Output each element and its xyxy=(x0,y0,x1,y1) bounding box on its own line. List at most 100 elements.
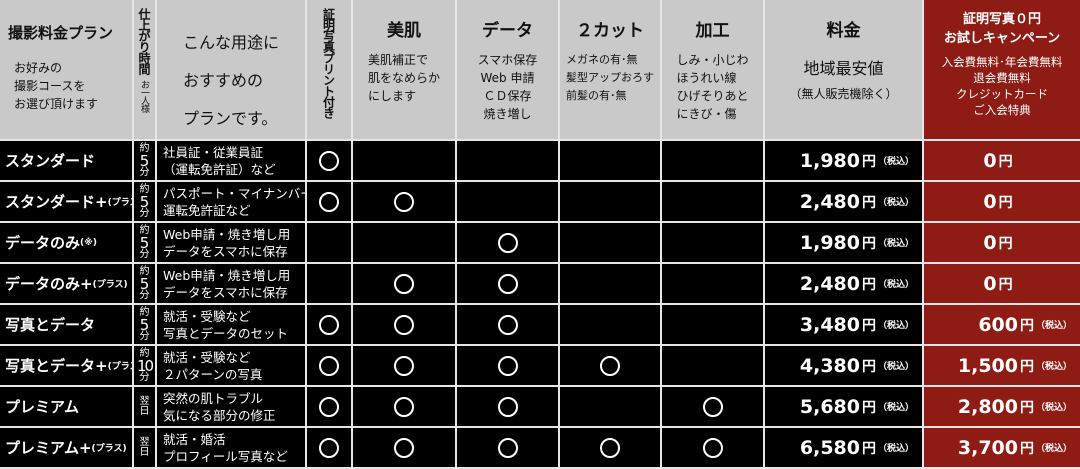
cell-twocut xyxy=(560,346,660,385)
circle-mark-icon xyxy=(497,437,518,458)
time-post: 分 xyxy=(139,166,150,178)
yen-label: 円 xyxy=(998,194,1013,211)
cell-kakou xyxy=(662,182,763,221)
price: 2,480 円（税込） xyxy=(765,182,922,221)
header-campaign-sub: 退会費無料 xyxy=(973,71,1031,85)
time-post: 分 xyxy=(139,248,150,260)
circle-mark-icon xyxy=(702,396,723,417)
campaign-value: 1,500 xyxy=(957,354,1018,377)
header-plan-sub: お選び頂けます xyxy=(14,97,99,111)
time-pre: 約 xyxy=(139,265,150,277)
cell-print xyxy=(307,182,351,221)
header-data-title: データ xyxy=(482,21,533,41)
price: 1,980 円（税込） xyxy=(765,141,922,180)
cell-bihada xyxy=(353,428,455,467)
yen-label: 円 xyxy=(1019,399,1034,416)
campaign-price: 600 円（税込） xyxy=(924,305,1080,344)
circle-mark-icon xyxy=(600,437,620,458)
header-campaign-sub: 入会費無料･年会費無料 xyxy=(941,55,1063,69)
cell-twocut xyxy=(560,428,660,467)
header-data-sub: 焼き増し xyxy=(483,107,532,121)
price-value: 4,380 xyxy=(799,354,860,377)
time-pre: 翌 xyxy=(139,436,150,448)
cell-data xyxy=(457,428,558,467)
plan-name: スタンダード xyxy=(0,141,132,180)
price-value: 6,580 xyxy=(799,436,860,459)
header-data-sub: ＣＤ保存 xyxy=(483,89,532,103)
campaign-value: 0 xyxy=(983,231,997,254)
plan-name: 写真とデータ+(プラス) xyxy=(0,346,132,385)
plan-label: プレミアム+ xyxy=(5,439,92,457)
finish-time: 翌日 xyxy=(134,387,155,426)
header-plan-sub: 撮影コースを xyxy=(14,79,86,93)
header-campaign: 証明写真０円 お試しキャンペーン 入会費無料･年会費無料 退会費無料 クレジットカー… xyxy=(924,0,1080,139)
header-use: こんな用途に おすすめの プランです。 xyxy=(157,0,305,139)
cell-twocut xyxy=(560,305,660,344)
use-description: 就活・婚活 プロフィール写真など xyxy=(157,428,305,467)
time-value: 10 xyxy=(136,356,154,375)
header-kakou-title: 加工 xyxy=(695,21,730,41)
price: 1,980 円（税込） xyxy=(765,223,922,262)
plan-suffix: (プラス) xyxy=(107,198,132,208)
use-description: 社員証・従業員証 （運転免許証）など xyxy=(157,141,305,180)
yen-label: 円 xyxy=(1019,440,1034,457)
cell-bihada xyxy=(353,264,455,303)
circle-mark-icon xyxy=(319,314,339,335)
price: 4,380 円（税込） xyxy=(765,346,922,385)
time-post: 分 xyxy=(139,330,150,342)
tax-label: （税込） xyxy=(877,403,914,413)
tax-label: （税込） xyxy=(877,280,914,290)
cell-twocut xyxy=(560,387,660,426)
cell-print xyxy=(307,264,351,303)
price-value: 5,680 xyxy=(799,395,860,418)
plan-name: データのみ+ (プラス) xyxy=(0,264,132,303)
time-pre: 約 xyxy=(139,306,150,318)
header-price-title: 料金 xyxy=(826,21,861,41)
header-data-sub: スマホ保存 xyxy=(477,53,538,67)
circle-mark-icon xyxy=(319,396,339,417)
circle-mark-icon xyxy=(600,355,620,376)
cell-print xyxy=(307,305,351,344)
header-plan: 撮影料金プラン お好みの 撮影コースを お選び頂けます xyxy=(0,0,132,139)
time-pre: 約 xyxy=(139,224,150,236)
plan-suffix: (プラス) xyxy=(91,444,127,454)
plan-label: スタンダード xyxy=(5,152,96,170)
cell-twocut xyxy=(560,264,660,303)
price: 2,480 円（税込） xyxy=(765,264,922,303)
tax-label: （税込） xyxy=(877,444,914,454)
plan-name: 写真とデータ xyxy=(0,305,132,344)
header-bihada-sub: にします xyxy=(367,89,416,103)
circle-mark-icon xyxy=(497,314,518,335)
cell-kakou xyxy=(662,387,763,426)
yen-label: 円 xyxy=(1019,317,1034,334)
campaign-value: 600 xyxy=(978,313,1018,336)
cell-kakou xyxy=(662,428,763,467)
tax-label: （税込） xyxy=(1035,362,1072,372)
use-description: Web申請・焼き増し用 データをスマホに保存 xyxy=(157,223,305,262)
cell-data xyxy=(457,346,558,385)
campaign-value: 3,700 xyxy=(957,436,1018,459)
circle-mark-icon xyxy=(319,191,339,212)
tax-label: （税込） xyxy=(877,157,914,167)
time-value: 5 xyxy=(139,151,150,170)
price-value: 2,480 xyxy=(799,272,860,295)
use-description: 就活・受験など 写真とデータのセット xyxy=(157,305,305,344)
tax-label: （税込） xyxy=(1035,403,1072,413)
cell-data xyxy=(457,223,558,262)
cell-bihada xyxy=(353,141,455,180)
plan-label: 写真とデータ xyxy=(5,316,96,334)
price: 5,680 円（税込） xyxy=(765,387,922,426)
yen-label: 円 xyxy=(998,276,1013,293)
yen-label: 円 xyxy=(861,194,876,211)
cell-print xyxy=(307,223,351,262)
cell-bihada xyxy=(353,346,455,385)
yen-label: 円 xyxy=(861,440,876,457)
cell-bihada xyxy=(353,387,455,426)
circle-mark-icon xyxy=(497,396,518,417)
header-print: 証明写真プリント付き xyxy=(307,0,351,139)
price-value: 3,480 xyxy=(799,313,860,336)
price: 6,580 円（税込） xyxy=(765,428,922,467)
time-pre: 翌 xyxy=(139,395,150,407)
